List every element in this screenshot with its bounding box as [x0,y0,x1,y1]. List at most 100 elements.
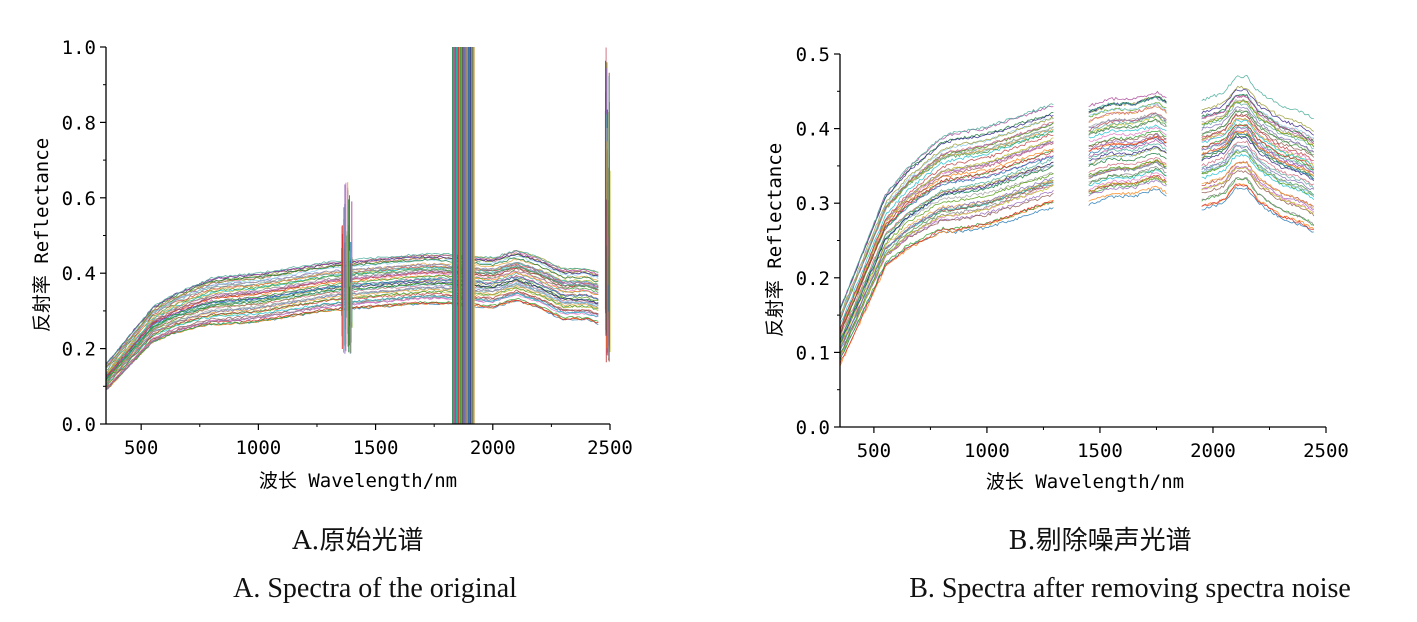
panel-b-spectrum-line [1201,166,1314,214]
panel-b-spectrum-line [1088,145,1167,162]
panel-b-spectrum-line [1088,176,1167,192]
panel-b-spectrum-line [1088,152,1167,168]
panel-b-spectrum-line [1201,119,1315,169]
panel-b-spectrum-line [839,148,1054,332]
panel-b-y-tick-label: 0.4 [796,119,830,141]
panel-b-spectrum-line [1201,74,1314,120]
panel-b-spectrum-line [1201,100,1315,148]
panel-b-spectrum-line [1088,143,1167,160]
panel-a-caption-chinese: A.原始光谱 [292,526,424,556]
panel-b-spectrum-line [839,121,1054,321]
panel-a-x-tick-label: 2000 [470,437,516,459]
panel-b-spectrum-line [839,129,1054,325]
panel-b-spectrum-line [1201,110,1314,156]
panel-a-x-tick-label: 500 [124,437,158,459]
panel-b-spectrum-line [1088,102,1167,117]
panel-b-spectrum-line [1201,148,1315,198]
panel-b-spectrum-line [1088,133,1167,150]
panel-b-spectrum-line [1088,133,1167,148]
panel-b-spectrum-line [1088,172,1167,191]
panel-b-spectrum-line [1088,114,1167,133]
panel-b-spectrum-line [1088,167,1167,185]
panel-b-chart: 500 1000 1500 2000 2500 0.0 0.1 0.2 0.3 0.4 0.5 波长… [764,44,1349,493]
panel-a-x-tick-label: 1000 [235,437,281,459]
panel-b-spectrum-line [839,165,1054,341]
panel-b-y-tick-label: 0.0 [796,417,830,439]
panel-b-spectrum-line [1088,114,1167,133]
panel-b-spectrum-line [1088,111,1167,127]
panel-b-caption-english: B. Spectra after removing spectra noise [909,573,1351,604]
panel-b-spectrum-line [1088,179,1167,197]
panel-b-spectrum-line [1088,175,1167,192]
panel-b-spectrum-line [839,103,1054,311]
panel-b-spectrum-line [1201,85,1314,132]
panel-b-axes: 500 1000 1500 2000 2500 0.0 0.1 0.2 0.3 0.4 0.5 [796,44,1349,462]
panel-b-spectrum-line [1201,177,1314,226]
panel-a-y-axis-title: 反射率 Reflectance [31,138,53,332]
panel-b-x-axis-title: 波长 Wavelength/nm [986,471,1184,493]
panel-b-x-tick-label: 500 [857,440,891,462]
panel-b-spectrum-line [839,140,1054,330]
panel-b-spectrum-line [1201,118,1314,164]
panel-b-spectrum-line [1201,183,1314,231]
panel-b-spectrum-line [839,200,1054,365]
panel-a-chart: 500 1000 1500 2000 2500 0.0 0.2 0.4 0.6 0.8 1.0 波长… [31,37,633,492]
panel-b-spectrum-line [839,176,1054,352]
panel-b-spectrum-line [1201,123,1314,171]
panel-b-spectrum-line [1088,159,1167,176]
panel-b-spectrum-line [839,161,1054,344]
panel-b-spectrum-line [1088,104,1167,123]
panel-b-spectrum-line [1201,98,1315,145]
panel-b-spectrum-line [1088,130,1167,147]
panel-b-spectrum-line [1201,183,1315,230]
panel-b-spectrum-line [1201,170,1315,217]
panel-b-spectrum-line [839,116,1054,315]
panel-b-spectrum-line [1088,90,1167,107]
panel-b-spectrum-line [1088,138,1167,158]
panel-b-spectrum-line [839,157,1054,344]
panel-a-x-tick-label: 1500 [353,437,399,459]
panel-a-x-axis-title: 波长 Wavelength/nm [259,470,457,492]
panel-b-spectrum-line [1201,124,1315,170]
panel-b-spectrum-line [1088,135,1167,153]
panel-b-spectrum-line [1088,124,1167,139]
panel-b-spectrum-line [1201,106,1315,153]
panel-b-spectrum-line [1088,105,1167,123]
panel-b-spectrum-line [1201,89,1315,136]
panel-b-spectrum-line [1201,112,1315,158]
panel-b-spectrum-line [1201,114,1314,162]
panel-a-y-tick-label: 0.4 [62,263,96,285]
panel-b-spectrum-line [839,133,1054,330]
panel-b-spectrum-line [1201,135,1315,182]
panel-a-y-tick-label: 0.6 [62,188,96,210]
panel-b-spectrum-line [1201,153,1315,200]
panel-b-spectrum-line [839,117,1054,319]
panel-b-spectrum-line [1201,130,1314,176]
panel-a-caption-english: A. Spectra of the original [233,573,517,604]
panel-b-x-tick-label: 2000 [1190,440,1236,462]
panel-b-spectrum-line [1088,174,1167,193]
panel-b-y-axis-title: 反射率 Reflectance [764,143,786,337]
panel-b-y-tick-label: 0.5 [796,44,830,66]
panel-a-y-tick-label: 0.2 [62,339,96,361]
panel-b-spectrum-line [839,201,1054,360]
panel-b-spectrum-line [1088,178,1167,194]
panel-b-spectrum-line [839,126,1054,318]
panel-a-x-tick-label: 2500 [587,437,633,459]
panel-b-spectrum-line [1201,186,1314,233]
panel-b-x-tick-label: 1000 [964,440,1010,462]
panel-b-spectrum-line [1201,94,1315,141]
panel-b-spectrum-line [1088,118,1167,135]
panel-b-spectrum-line [839,184,1054,356]
panel-b-spectrum-line [839,137,1054,330]
panel-a-y-tick-label: 1.0 [62,37,96,59]
panel-b-spectrum-line [1201,143,1315,189]
panel-b-spectrum-line [839,179,1054,346]
panel-b-y-tick-label: 0.1 [796,342,830,364]
panel-b-spectrum-line [1201,140,1315,186]
panel-b-spectrum-line [1088,146,1167,165]
panel-b-spectrum-line [1201,94,1315,144]
panel-b-spectrum-line [1088,185,1167,202]
panel-a-axes: 500 1000 1500 2000 2500 0.0 0.2 0.4 0.6 0.8 1.0 [62,37,633,459]
